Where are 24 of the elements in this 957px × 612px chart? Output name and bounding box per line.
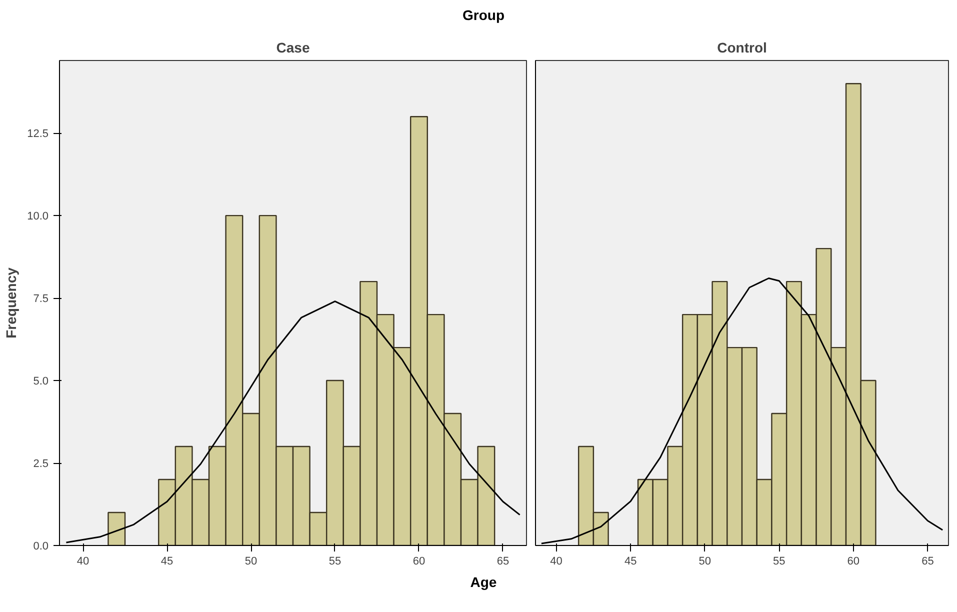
- x-tick-label: 65: [496, 556, 510, 568]
- x-tick-label: 40: [76, 556, 90, 568]
- y-tick-label: 7.5: [33, 293, 49, 306]
- x-tick-label: 45: [624, 556, 637, 568]
- x-tick-label: 55: [328, 556, 342, 568]
- x-tick-label: 65: [922, 556, 934, 568]
- x-tick-label: 55: [773, 556, 786, 568]
- x-tick-label: 50: [698, 556, 711, 568]
- x-tick-label: 40: [550, 556, 562, 568]
- x-axis-title: Age: [470, 573, 497, 592]
- chart-title: Control: [717, 40, 767, 56]
- y-tick-label: 5.0: [33, 376, 49, 388]
- y-tick-label: 2.5: [33, 458, 49, 470]
- y-axis-title: Frequency: [3, 267, 20, 338]
- chart-title: Case: [276, 40, 310, 56]
- y-tick-label: 12.5: [27, 128, 49, 140]
- x-tick-label: 60: [847, 556, 860, 568]
- line-series: [65, 300, 521, 544]
- x-tick-label: 60: [412, 556, 426, 568]
- x-tick-label: 45: [160, 556, 174, 568]
- y-tick-label: 10.0: [27, 210, 49, 223]
- y-tick-label: 0.0: [33, 540, 49, 552]
- text: Group: [462, 6, 504, 25]
- x-tick-label: 50: [244, 556, 258, 568]
